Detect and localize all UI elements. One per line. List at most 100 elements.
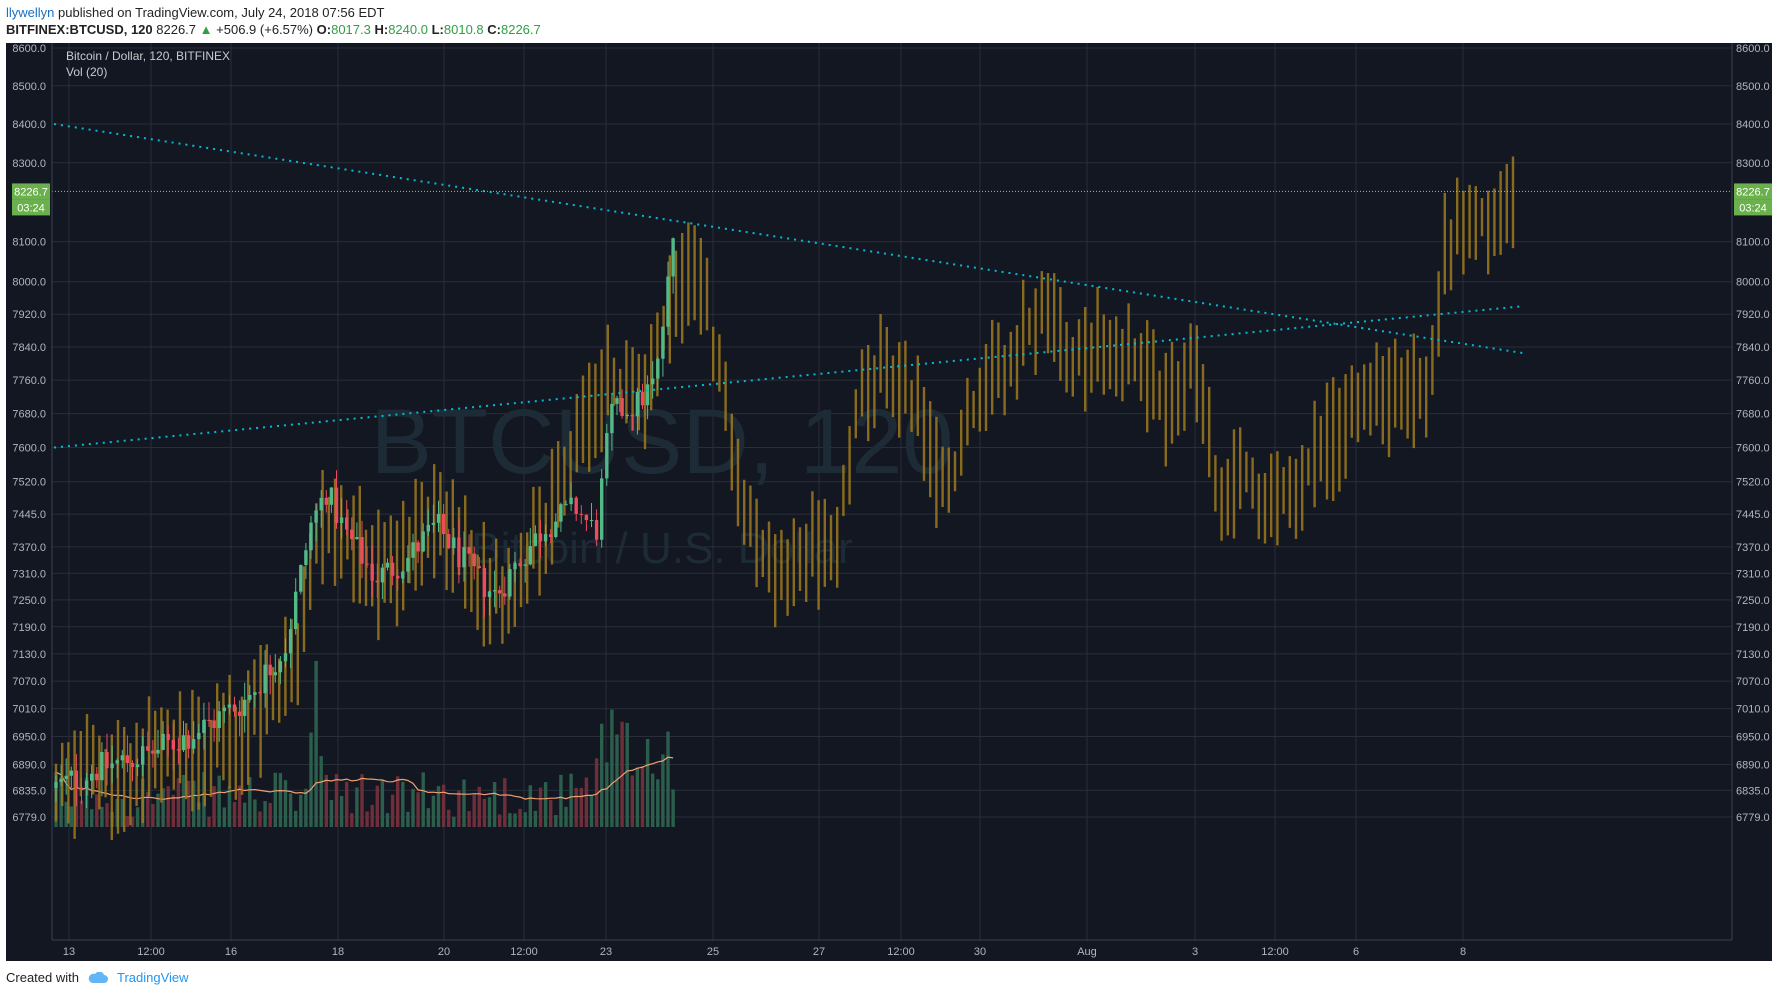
author-link[interactable]: llywellyn: [6, 5, 55, 20]
candle-body: [640, 391, 645, 406]
volume-bar: [151, 803, 155, 827]
trendline-descending[interactable]: [53, 123, 1525, 355]
candle-body: [416, 542, 420, 552]
y-tick-label-right: 7600.0: [1736, 443, 1770, 455]
candle-body: [431, 522, 436, 525]
y-tick-label-left: 6779.0: [12, 812, 46, 824]
candle-body: [390, 562, 395, 576]
candle-body: [100, 752, 104, 781]
y-tick-label-right: 6835.0: [1736, 785, 1770, 797]
candle-body: [533, 533, 538, 547]
candle-body: [543, 534, 548, 542]
candle-body: [350, 529, 354, 540]
candle-body: [120, 755, 124, 761]
volume-bar: [120, 798, 124, 827]
volume-bar: [105, 803, 109, 827]
volume-bar: [222, 807, 226, 827]
volume-bar: [656, 779, 660, 827]
candle-body: [176, 749, 181, 751]
y-tick-label-left: 7250.0: [12, 595, 46, 607]
volume-bar: [406, 811, 410, 827]
y-tick-label-left: 8500.0: [12, 81, 46, 93]
cloud-icon: [88, 971, 108, 983]
volume-bar: [549, 799, 553, 827]
candle-body: [472, 553, 476, 567]
volume-bar: [482, 798, 487, 827]
candle-body: [283, 653, 288, 662]
price-chart[interactable]: BTCUSD, 120 Bitcoin / U.S. Dollar 8600.0…: [6, 43, 1772, 961]
candle-body: [661, 326, 665, 359]
tradingview-link[interactable]: TradingView: [116, 970, 189, 985]
volume-bar: [79, 800, 84, 827]
candle-body: [401, 571, 405, 579]
volume-bar: [569, 773, 573, 827]
candle-body: [232, 704, 237, 712]
candle-body: [339, 517, 344, 524]
volume-bar: [487, 797, 492, 827]
volume-bar: [640, 765, 645, 827]
y-tick-label-left: 7130.0: [12, 649, 46, 661]
volume-bar: [421, 772, 425, 827]
volume-bar: [314, 660, 318, 827]
y-tick-label-right: 7250.0: [1736, 595, 1770, 607]
trendline-ascending[interactable]: [53, 305, 1525, 449]
time-axis[interactable]: 13 12:00 16 18 20 12:00 23 25 27 12:00 30 Aug 3 12:00…: [63, 946, 1466, 958]
candle-body: [441, 513, 446, 535]
price-axis-right[interactable]: 8600.0 8500.0 8400.0 8300.0 8100.0 8000.0 7920…: [1736, 43, 1770, 824]
candle-body: [202, 719, 206, 733]
candle-body: [426, 524, 430, 532]
x-tick-label: 20: [438, 946, 450, 958]
volume-bar: [360, 774, 364, 827]
candle-body: [237, 711, 242, 716]
candle-body: [635, 391, 640, 417]
candle-body: [528, 546, 532, 565]
y-tick-label-left: 7445.0: [12, 509, 46, 521]
chart-area[interactable]: BTCUSD, 120 Bitcoin / U.S. Dollar 8600.0…: [6, 43, 1772, 961]
candle-body: [130, 763, 135, 768]
y-tick-label-left: 7760.0: [12, 375, 46, 387]
candle-body: [482, 568, 487, 597]
volume-bar: [584, 777, 589, 827]
candle-body: [615, 398, 619, 404]
volume-bar: [533, 810, 538, 827]
y-tick-label-left: 7840.0: [12, 342, 46, 354]
volume-bar: [237, 785, 242, 827]
volume-bar: [651, 773, 655, 827]
candle-body: [197, 732, 201, 740]
volume-bar: [385, 813, 390, 827]
candle-body: [304, 550, 308, 566]
y-tick-label-left: 7190.0: [12, 622, 46, 634]
x-tick-label: 25: [707, 946, 719, 958]
volume-bar: [146, 792, 150, 827]
candle-body: [462, 547, 466, 568]
y-tick-label-left: 8600.0: [12, 43, 46, 55]
candle-body: [79, 787, 84, 789]
volume-bar: [309, 732, 313, 827]
x-tick-label: 6: [1353, 946, 1359, 958]
y-tick-label-right: 7680.0: [1736, 409, 1770, 421]
candle-body: [559, 504, 563, 522]
candle-body: [569, 497, 573, 505]
x-tick-label: 27: [813, 946, 825, 958]
candle-body: [380, 567, 385, 583]
volume-bar: [452, 816, 456, 827]
candle-body: [273, 672, 277, 676]
volume-bar: [350, 813, 354, 827]
volume-bar: [135, 807, 140, 827]
high-value: 8240.0: [388, 22, 428, 37]
candle-body: [375, 580, 379, 583]
price-axis-left[interactable]: 8600.0 8500.0 8400.0 8300.0 8100.0 8000.0 7920…: [12, 43, 46, 824]
candle-body: [171, 739, 175, 750]
time-tag-right-text: 03:24: [1739, 202, 1767, 214]
y-tick-label-right: 6950.0: [1736, 731, 1770, 743]
candle-body: [151, 750, 155, 754]
volume-bar: [625, 722, 629, 827]
volume-bar: [661, 754, 665, 827]
y-tick-label-right: 7310.0: [1736, 568, 1770, 580]
candle-body: [406, 557, 410, 572]
x-tick-label: 30: [974, 946, 986, 958]
y-tick-label-left: 8100.0: [12, 237, 46, 249]
candle-body: [334, 487, 339, 524]
volume-bar: [518, 808, 522, 827]
candle-body: [278, 661, 283, 673]
